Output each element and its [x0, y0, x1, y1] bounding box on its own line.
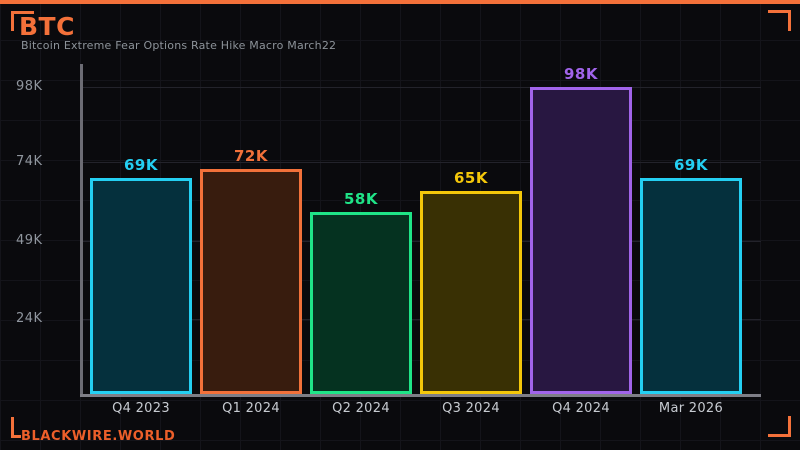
bar-value-label: 65K: [454, 169, 488, 187]
bar: [90, 178, 192, 394]
x-axis-line: [80, 394, 761, 397]
x-tick-label: Q4 2024: [552, 401, 610, 416]
bar-value-label: 69K: [674, 156, 708, 174]
corner-bracket-top-left-icon: [11, 11, 34, 14]
x-tick-label: Q3 2024: [442, 401, 500, 416]
bar: [310, 212, 412, 394]
x-tick-label: Q4 2023: [112, 401, 170, 416]
gridline: [83, 87, 761, 88]
bar-value-label: 58K: [344, 190, 378, 208]
bar: [420, 191, 522, 394]
y-tick-label: 49K: [16, 233, 43, 248]
chart-subtitle: Bitcoin Extreme Fear Options Rate Hike M…: [21, 39, 337, 52]
corner-bracket-bottom-right-icon: [788, 416, 791, 437]
y-axis-line: [80, 64, 83, 397]
gridline: [83, 162, 761, 163]
bar: [530, 87, 632, 394]
x-tick-label: Mar 2026: [658, 401, 724, 416]
bar-value-label: 69K: [124, 156, 158, 174]
corner-bracket-top-right-icon: [768, 10, 791, 13]
y-tick-label: 74K: [16, 154, 43, 169]
chart-title: BTC: [19, 12, 75, 41]
top-accent-bar: [0, 0, 800, 4]
bar: [640, 178, 742, 394]
brand-watermark: BLACKWIRE.WORLD: [21, 429, 176, 444]
x-tick-label: Q1 2024: [222, 401, 280, 416]
y-tick-label: 24K: [16, 311, 43, 326]
corner-bracket-bottom-left-icon: [11, 417, 14, 438]
bar: [200, 169, 302, 394]
bar-value-label: 98K: [564, 65, 598, 83]
corner-bracket-bottom-right-icon: [768, 434, 791, 437]
x-tick-label: Q2 2024: [332, 401, 390, 416]
y-tick-label: 98K: [16, 79, 43, 94]
corner-bracket-top-left-icon: [11, 11, 14, 31]
corner-bracket-bottom-left-icon: [11, 435, 21, 438]
corner-bracket-top-right-icon: [788, 10, 791, 31]
bar-value-label: 72K: [234, 147, 268, 165]
